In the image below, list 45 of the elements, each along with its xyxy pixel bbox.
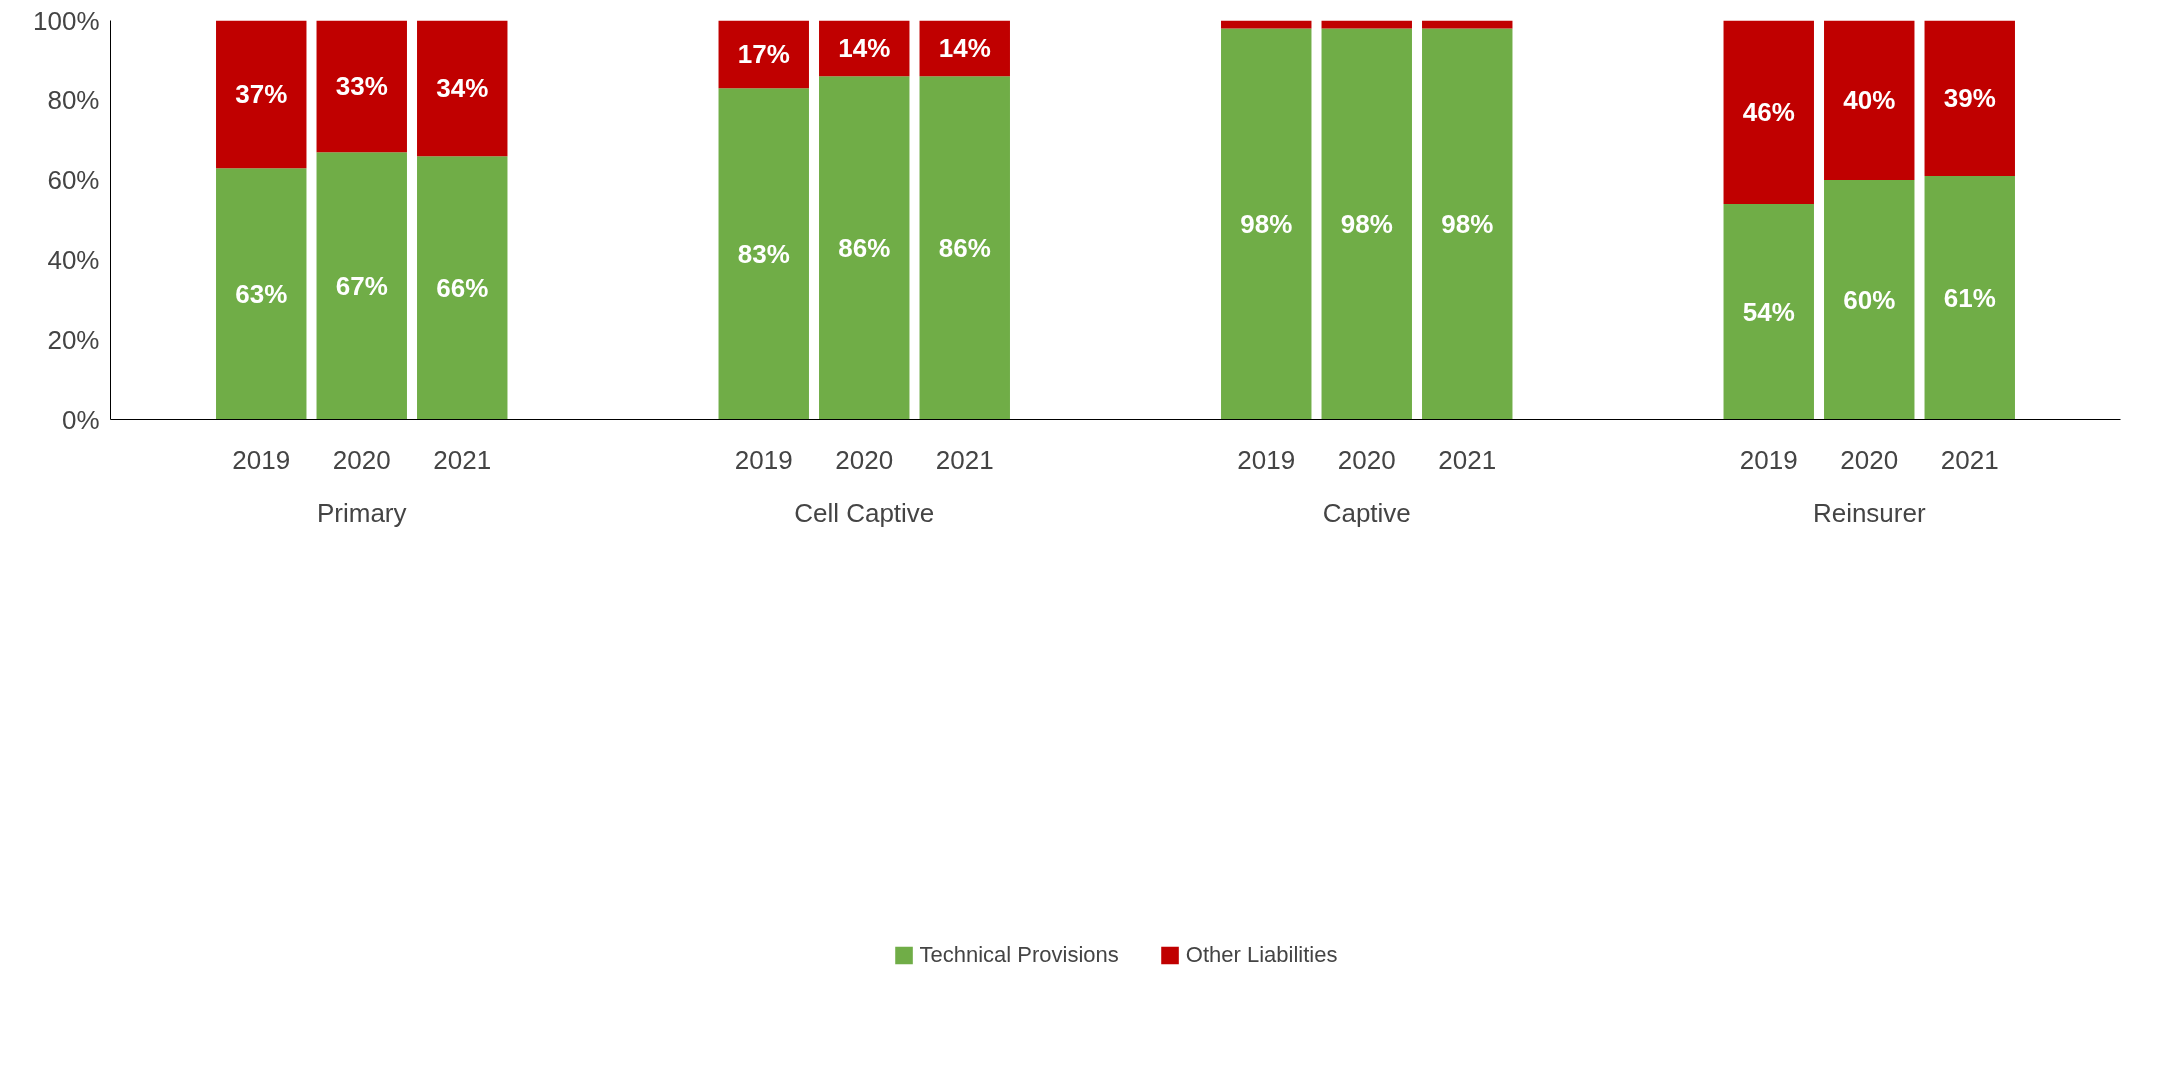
x-tick-label: 2019	[734, 444, 793, 475]
text: Reinsurer	[1812, 497, 1926, 528]
data-label: 37%	[235, 79, 288, 110]
data-label: 98%	[1340, 208, 1393, 239]
x-tick-label: 2020	[1840, 444, 1899, 475]
y-tick-label: 40%	[47, 244, 100, 275]
data-label: 98%	[1441, 208, 1494, 239]
data-label: 60%	[1843, 284, 1896, 315]
data-label: 98%	[1240, 208, 1293, 239]
data-label: 17%	[737, 39, 790, 70]
data-label: 67%	[335, 270, 388, 301]
y-tick-label: 60%	[47, 165, 100, 196]
data-label: 54%	[1742, 296, 1795, 327]
data-label: 83%	[737, 238, 790, 269]
x-tick-label: 2021	[1438, 444, 1497, 475]
text: Cell Captive	[794, 497, 935, 528]
data-label: 14%	[938, 33, 991, 64]
data-label: 61%	[1943, 282, 1996, 313]
legend-label: Other Liabilities	[1185, 941, 1338, 968]
data-label: 34%	[436, 73, 489, 104]
data-label: 33%	[335, 71, 388, 102]
data-label: 86%	[938, 232, 991, 263]
x-tick-label: 2019	[232, 444, 291, 475]
x-tick-label: 2021	[935, 444, 994, 475]
data-label: 86%	[838, 232, 891, 263]
x-tick-label: 2019	[1237, 444, 1296, 475]
y-tick-label: 100%	[33, 5, 100, 36]
data-label: 40%	[1843, 85, 1896, 116]
data-label: 66%	[436, 272, 489, 303]
text: Primary	[316, 497, 407, 528]
y-tick-label: 80%	[47, 85, 100, 116]
data-label: 14%	[838, 33, 891, 64]
data-label: 46%	[1742, 97, 1795, 128]
y-tick-label: 0%	[61, 404, 100, 435]
x-tick-label: 2021	[433, 444, 492, 475]
legend-label: Technical Provisions	[919, 941, 1119, 968]
data-label: 39%	[1943, 83, 1996, 114]
x-tick-label: 2020	[835, 444, 894, 475]
x-tick-label: 2021	[1940, 444, 1999, 475]
x-tick-label: 2020	[332, 444, 391, 475]
text: Captive	[1322, 497, 1411, 528]
data-label: 63%	[235, 278, 288, 309]
x-tick-label: 2020	[1337, 444, 1396, 475]
x-tick-label: 2019	[1739, 444, 1798, 475]
y-tick-label: 20%	[47, 324, 100, 355]
